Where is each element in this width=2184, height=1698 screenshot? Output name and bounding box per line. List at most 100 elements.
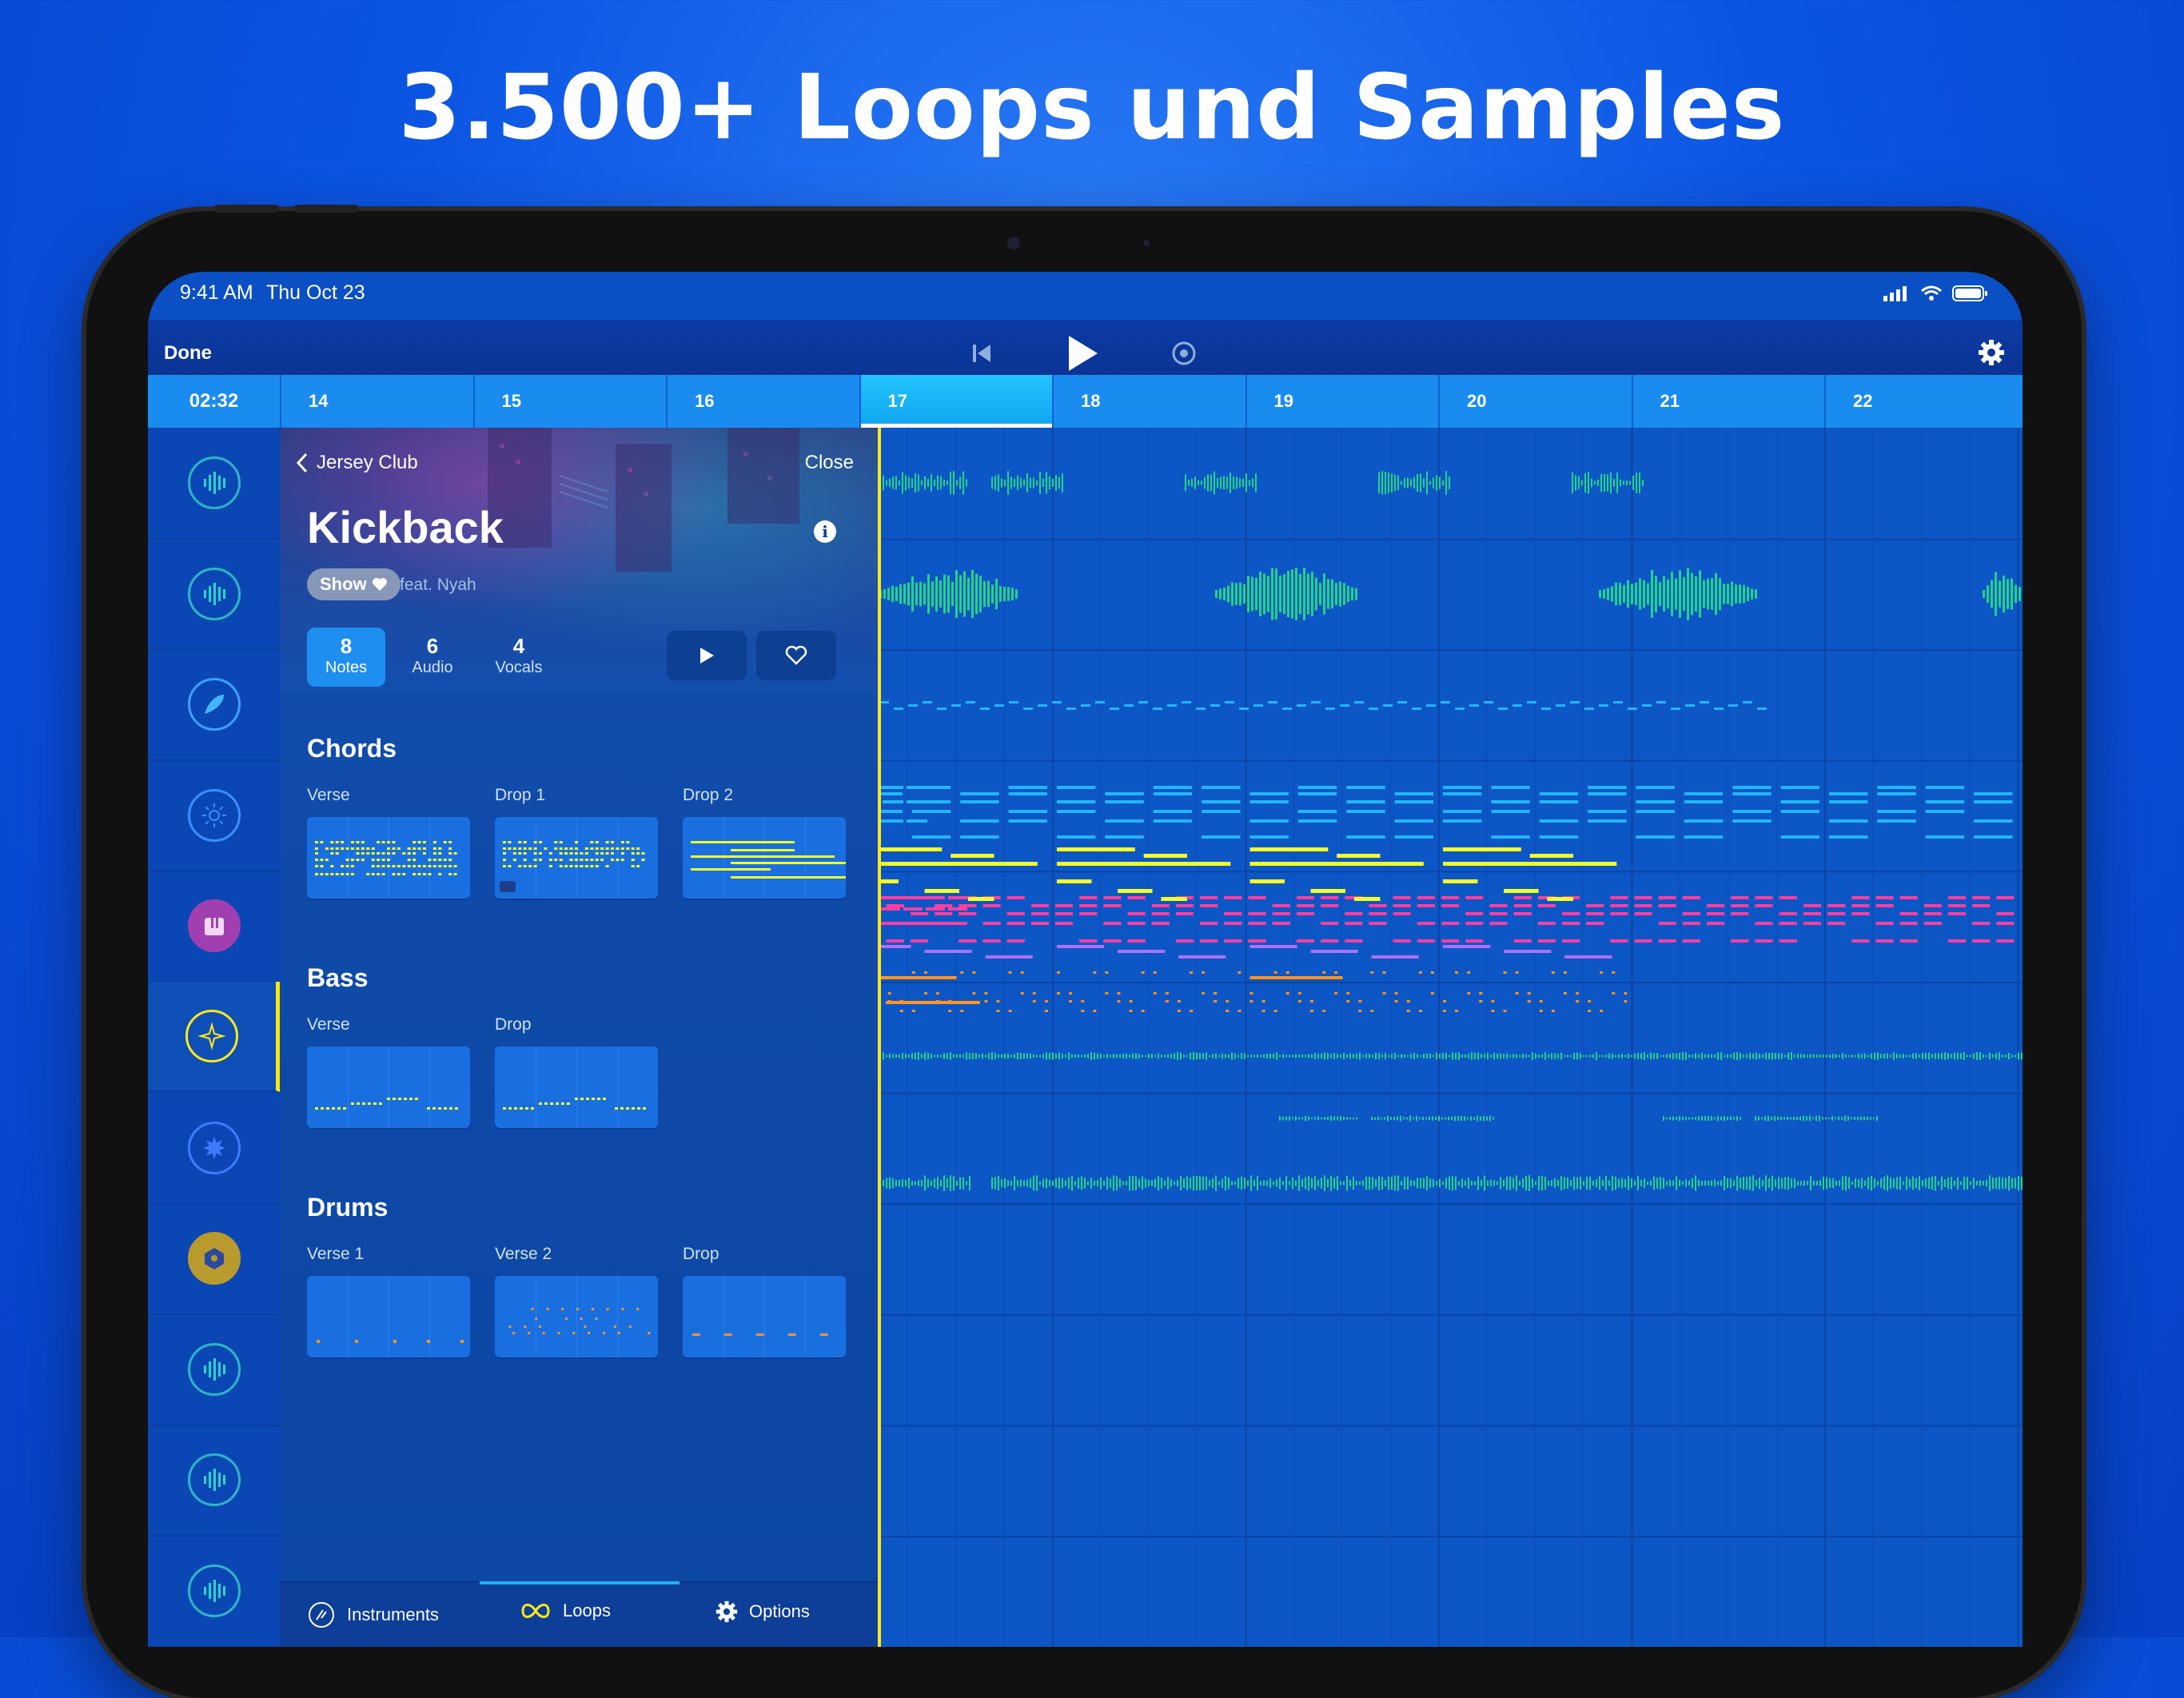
loop-preview bbox=[692, 1276, 828, 1357]
show-label: Show bbox=[320, 574, 367, 594]
play-icon[interactable] bbox=[1064, 334, 1099, 373]
bar-number[interactable]: 15 bbox=[472, 375, 667, 428]
camera bbox=[1007, 237, 1020, 249]
loop-label: Verse 2 bbox=[495, 1245, 552, 1263]
track-header[interactable] bbox=[148, 871, 280, 983]
status-date: Thu Oct 23 bbox=[266, 281, 365, 304]
waveform-icon bbox=[187, 1453, 241, 1507]
sensor bbox=[1143, 240, 1150, 246]
timeline-ruler[interactable]: 02:32 14 15 16 17 18 19 20 21 22 bbox=[148, 375, 2023, 428]
loop-label: Verse 1 bbox=[307, 1245, 365, 1263]
featuring-text: feat. Nyah bbox=[400, 576, 476, 594]
wifi-icon bbox=[1921, 285, 1942, 301]
arrangement-grid[interactable] bbox=[879, 428, 2023, 1647]
feather-icon bbox=[187, 678, 241, 731]
back-button[interactable]: Jersey Club bbox=[296, 452, 418, 474]
play-icon bbox=[700, 648, 714, 664]
loop-label: Verse bbox=[307, 1015, 350, 1034]
loop-tile-bass-verse[interactable] bbox=[307, 1046, 470, 1128]
track-header[interactable] bbox=[148, 1093, 280, 1205]
bar-number[interactable]: 18 bbox=[1052, 375, 1245, 428]
bar-number[interactable]: 19 bbox=[1245, 375, 1439, 428]
track-header[interactable] bbox=[148, 1314, 280, 1426]
info-icon[interactable]: i bbox=[814, 520, 836, 543]
track-header[interactable] bbox=[148, 760, 280, 872]
bar-number[interactable]: 17 bbox=[859, 375, 1052, 428]
playhead[interactable] bbox=[878, 428, 881, 1647]
status-time: 9:41 AM bbox=[180, 281, 253, 304]
bar-number[interactable]: 22 bbox=[1824, 375, 2023, 428]
tab-loops[interactable]: Loops bbox=[520, 1600, 611, 1621]
track-header[interactable] bbox=[148, 539, 280, 651]
tab-label: Instruments bbox=[347, 1604, 439, 1624]
hardware-button bbox=[214, 205, 278, 213]
done-button[interactable]: Done bbox=[164, 342, 212, 364]
loop-preview bbox=[503, 1046, 646, 1128]
bar-number[interactable]: 21 bbox=[1631, 375, 1825, 428]
tab-notes[interactable]: 8 Notes bbox=[307, 628, 385, 687]
audio-label: Audio bbox=[412, 659, 453, 676]
loop-tile-drums-drop[interactable] bbox=[683, 1276, 846, 1357]
close-button[interactable]: Close bbox=[804, 452, 854, 473]
loop-tile-drums-verse-2[interactable] bbox=[495, 1276, 658, 1357]
tab-instruments[interactable]: Instruments bbox=[307, 1600, 439, 1629]
bar-number[interactable]: 16 bbox=[666, 375, 859, 428]
loop-preview bbox=[315, 817, 457, 899]
loop-label: Drop bbox=[495, 1015, 532, 1034]
city-artwork bbox=[488, 428, 799, 572]
loop-browser-panel: Jersey Club Close Kickback i Show feat. … bbox=[280, 428, 879, 1647]
artwork-background bbox=[280, 428, 879, 692]
track-header[interactable] bbox=[148, 1203, 280, 1316]
bar-number[interactable]: 14 bbox=[280, 375, 473, 428]
bar-number[interactable]: 20 bbox=[1438, 375, 1632, 428]
loop-label: Drop 2 bbox=[683, 786, 734, 804]
section-title-drums: Drums bbox=[307, 1193, 389, 1222]
hexagon-icon bbox=[187, 1232, 241, 1285]
section-title-chords: Chords bbox=[307, 734, 397, 763]
loop-preview bbox=[508, 1276, 651, 1357]
arrangement-content bbox=[879, 428, 2023, 1647]
loop-tile-chords-drop-2[interactable] bbox=[683, 817, 846, 899]
tab-options[interactable]: Options bbox=[715, 1600, 810, 1623]
gear-icon bbox=[715, 1600, 738, 1623]
track-header[interactable] bbox=[148, 982, 280, 1092]
settings-gear-icon[interactable] bbox=[1978, 339, 2005, 366]
rewind-icon[interactable] bbox=[971, 342, 992, 365]
vocals-label: Vocals bbox=[495, 659, 543, 676]
status-bar: 9:41 AM Thu Oct 23 bbox=[148, 272, 2023, 320]
show-button[interactable]: Show bbox=[307, 568, 401, 600]
tab-label: Loops bbox=[563, 1600, 611, 1620]
piano-icon bbox=[187, 899, 241, 953]
loop-tile-drums-verse-1[interactable] bbox=[307, 1276, 470, 1357]
loop-tile-chords-verse[interactable] bbox=[307, 817, 470, 899]
waveform-icon bbox=[187, 456, 241, 509]
favorite-button[interactable] bbox=[756, 631, 836, 680]
heart-icon bbox=[372, 578, 387, 591]
notes-count: 8 bbox=[340, 634, 353, 658]
loop-tile-chords-drop-1[interactable] bbox=[495, 817, 658, 899]
loop-tile-bass-drop[interactable] bbox=[495, 1046, 658, 1128]
waveform-icon bbox=[187, 1564, 241, 1617]
chevron-left-icon bbox=[296, 452, 308, 473]
sun-icon bbox=[187, 788, 241, 842]
battery-icon bbox=[1952, 285, 1987, 301]
preview-play-button[interactable] bbox=[667, 631, 747, 680]
tab-label: Options bbox=[749, 1601, 810, 1621]
heart-outline-icon bbox=[785, 645, 807, 665]
loop-preview bbox=[691, 817, 846, 899]
vocals-count: 4 bbox=[512, 634, 525, 658]
loop-label: Drop bbox=[683, 1245, 719, 1263]
track-header[interactable] bbox=[148, 649, 280, 762]
tab-audio[interactable]: 6 Audio bbox=[393, 628, 472, 687]
track-header[interactable] bbox=[148, 1536, 280, 1647]
transport-controls bbox=[971, 334, 1197, 373]
bottom-tab-bar: Instruments Loops Options bbox=[280, 1581, 879, 1647]
loop-preview bbox=[315, 1046, 458, 1128]
section-title-bass: Bass bbox=[307, 963, 369, 992]
track-header[interactable] bbox=[148, 1425, 280, 1537]
track-header[interactable] bbox=[148, 428, 280, 540]
tab-vocals[interactable]: 4 Vocals bbox=[480, 628, 558, 687]
waveform-icon bbox=[187, 567, 241, 620]
record-icon[interactable] bbox=[1171, 341, 1197, 366]
audio-count: 6 bbox=[426, 634, 439, 658]
